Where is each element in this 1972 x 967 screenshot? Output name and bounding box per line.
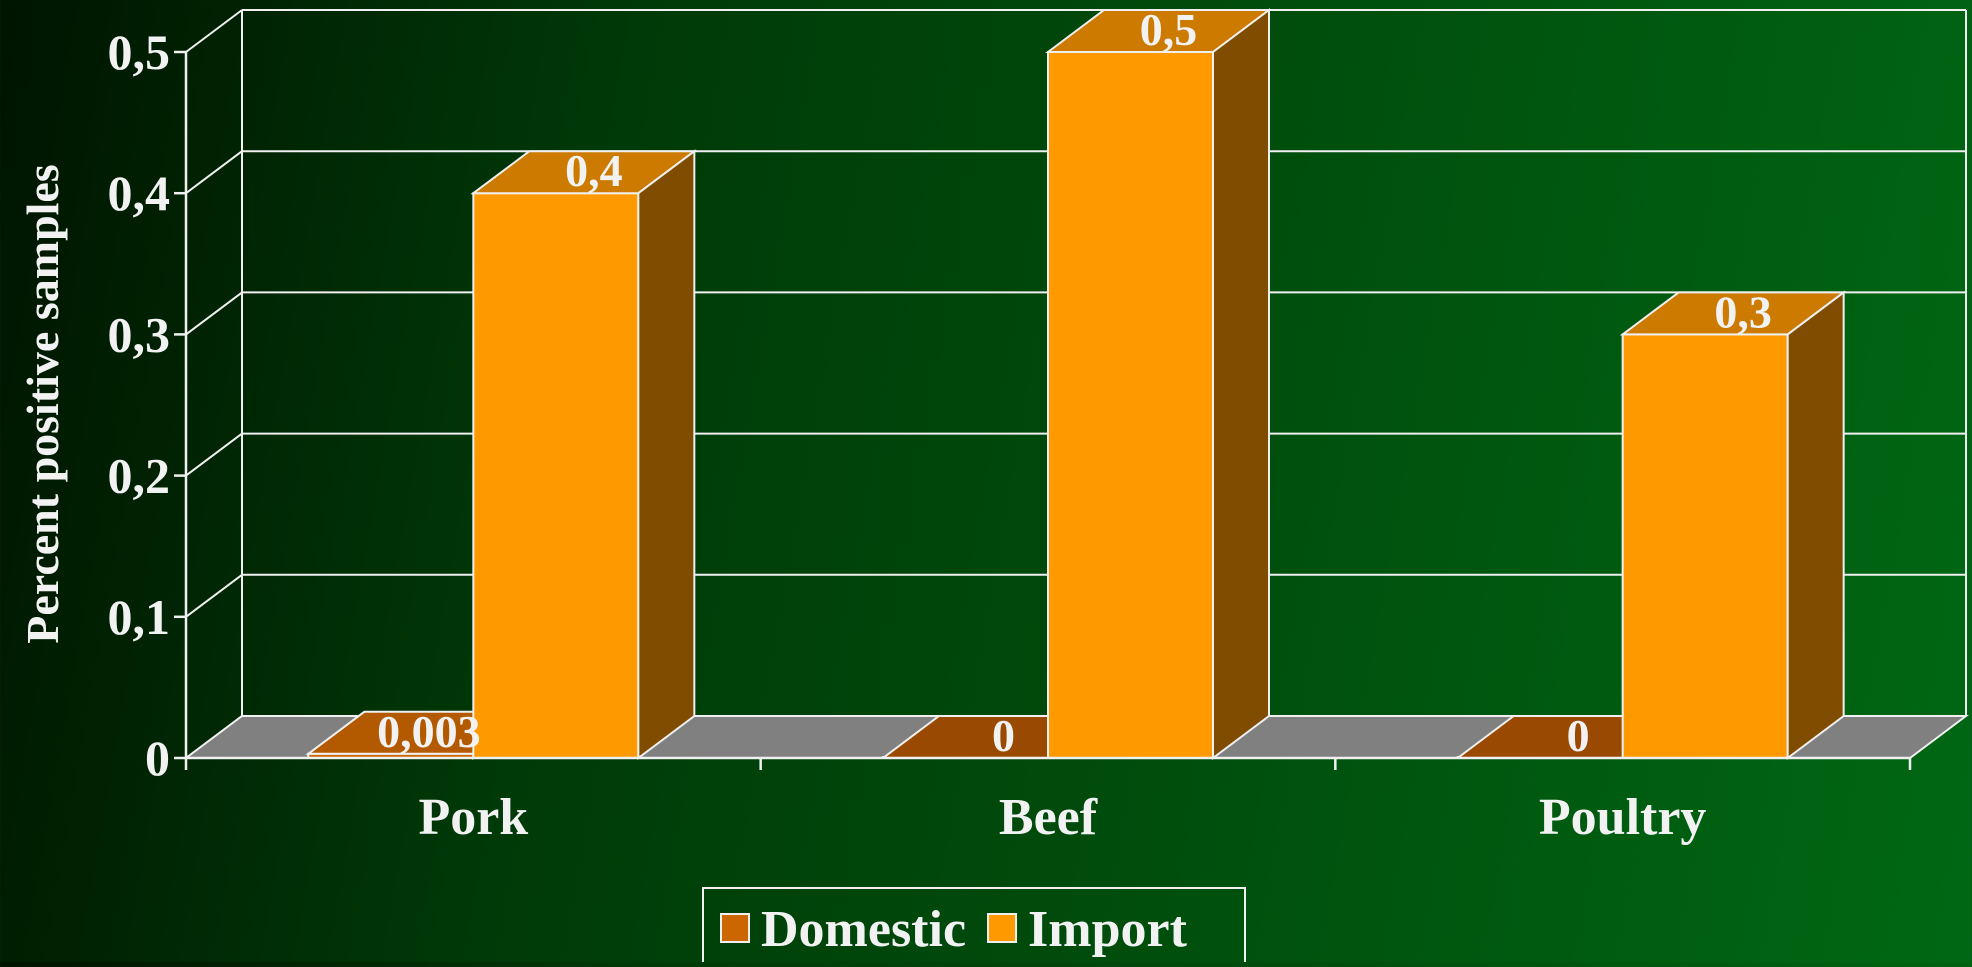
x-tick-label: Beef — [999, 789, 1098, 846]
legend-swatch-import — [987, 913, 1018, 943]
bars-layer — [305, 8, 1847, 761]
labels-layer: 0,003 0,4 Pork 0 0,5 Beef 0 0,3 Poultry — [377, 4, 1772, 846]
data-label-domestic-pork: 0,003 — [377, 706, 481, 757]
data-label-domestic-beef: 0 — [992, 710, 1015, 761]
axes-layer: 0 0,1 0,2 0,3 0,4 0,5 — [108, 24, 1912, 786]
gridline-side — [185, 432, 243, 477]
gridline-side — [185, 9, 243, 53]
bar-side-import-pork — [637, 149, 696, 760]
bar-side-import-poultry — [1786, 290, 1845, 760]
gridline-side — [185, 150, 243, 194]
gridline-side — [185, 573, 243, 618]
bar-front-import-beef — [1047, 51, 1214, 759]
x-tick-label: Poultry — [1539, 789, 1707, 846]
y-tick-label: 0,3 — [108, 306, 171, 362]
legend-label-domestic: Domestic — [761, 901, 966, 958]
y-tick-label: 0,1 — [108, 589, 171, 645]
data-label-domestic-poultry: 0 — [1567, 710, 1590, 761]
data-label-import-poultry: 0,3 — [1714, 286, 1772, 337]
y-axis-title: Percent positive samples — [17, 164, 68, 644]
legend-swatch-domestic — [720, 913, 750, 943]
data-label-import-beef: 0,5 — [1140, 4, 1198, 55]
bar-front-import-pork — [472, 192, 640, 759]
legend: Domestic Import — [702, 887, 1246, 967]
bar-side-import-beef — [1212, 8, 1270, 760]
bar-front-import-poultry — [1621, 333, 1789, 759]
data-label-import-pork: 0,4 — [565, 145, 623, 196]
legend-label-import: Import — [1028, 901, 1188, 958]
y-tick-label: 0,2 — [108, 448, 171, 504]
gridline-side — [185, 291, 243, 336]
y-tick-label: 0,4 — [108, 165, 171, 221]
y-tick-label: 0,5 — [108, 24, 171, 80]
y-tick-label: 0 — [145, 730, 170, 786]
x-tick-label: Pork — [418, 789, 528, 846]
